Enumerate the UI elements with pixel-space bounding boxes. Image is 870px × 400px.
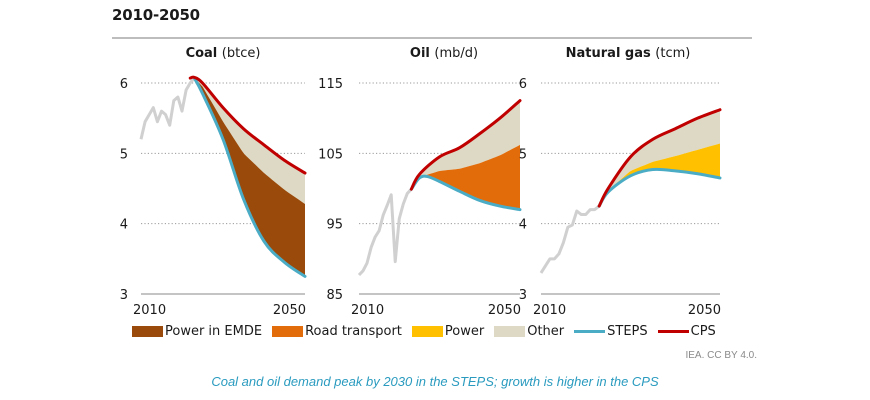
y-tick-label: 3: [519, 288, 527, 303]
legend-swatch: [411, 326, 443, 337]
panel-title-bold: Coal: [186, 46, 222, 61]
area-road-transport: [411, 144, 520, 210]
y-tick-label: 105: [318, 147, 343, 162]
area-power: [599, 143, 720, 207]
historical-line: [357, 188, 413, 277]
x-tick-label: 2010: [133, 303, 166, 318]
cps-line: [188, 75, 307, 175]
figure-title: 2010-2050: [112, 6, 200, 24]
panel-title-bold: Oil: [410, 46, 435, 61]
source-credit: IEA. CC BY 4.0.: [685, 350, 757, 361]
legend-label: Road transport: [305, 324, 402, 339]
x-tick-label: 2010: [351, 303, 384, 318]
legend-swatch: [272, 326, 304, 337]
legend-swatch: [574, 330, 606, 333]
historical-line: [139, 77, 196, 140]
panel-title-unit: (btce): [222, 46, 261, 61]
panel-coal: Coal (btce) 3 4 5 6 2010 2050: [120, 46, 307, 318]
figure-caption: Coal and oil demand peak by 2030 in the …: [211, 374, 659, 389]
area-other: [194, 77, 305, 204]
legend-swatch: [494, 326, 526, 337]
legend-label: Power: [444, 324, 485, 339]
y-tick-label: 4: [519, 218, 527, 233]
panel-title: Coal (btce): [186, 46, 261, 61]
panel-title-unit: (tcm): [655, 46, 690, 61]
x-tick-label: 2050: [688, 303, 721, 318]
legend-label: STEPS: [607, 324, 648, 339]
x-tick-label: 2050: [273, 303, 306, 318]
panel-title-unit: (mb/d): [434, 46, 478, 61]
legend-label: CPS: [690, 324, 716, 339]
y-tick-label: 5: [120, 147, 128, 162]
legend-item-cps: CPS: [657, 324, 716, 339]
x-tick-label: 2050: [488, 303, 521, 318]
steps-line: [597, 167, 722, 208]
legend-item-power: Power: [411, 324, 485, 339]
legend-item-steps: STEPS: [574, 324, 648, 339]
steps-line: [192, 76, 307, 278]
panel-oil: Oil (mb/d) 85 95 105 115 2010 2050: [318, 46, 522, 318]
cps-line: [409, 99, 522, 191]
historical-line: [539, 204, 601, 274]
legend-swatch: [657, 330, 689, 333]
title-rule: [112, 37, 752, 39]
y-tick-label: 85: [326, 288, 343, 303]
legend-label: Power in EMDE: [165, 324, 263, 339]
chart-panels: Coal (btce) 3 4 5 6 2010 2050 Oil (mb/d) 85 95 105…: [120, 46, 722, 318]
legend-item-road-transport: Road transport: [272, 324, 402, 339]
steps-line: [409, 174, 522, 212]
y-tick-label: 6: [519, 77, 527, 92]
y-tick-label: 4: [120, 218, 128, 233]
y-tick-label: 95: [326, 218, 343, 233]
area-other: [599, 109, 720, 207]
panel-title: Oil (mb/d): [410, 46, 478, 61]
legend-item-power-in-emde: Power in EMDE: [132, 324, 262, 339]
y-tick-label: 5: [519, 147, 527, 162]
x-tick-label: 2010: [533, 303, 566, 318]
panel-natural-gas: Natural gas (tcm) 3 4 5 6 2010 2050: [519, 46, 722, 318]
y-tick-label: 115: [318, 77, 343, 92]
legend: Power in EMDE Road transport Power Other STE…: [132, 324, 726, 339]
legend-item-other: Other: [494, 324, 564, 339]
panel-title: Natural gas (tcm): [566, 46, 691, 61]
cps-line: [597, 108, 722, 208]
area-power-in-emde: [194, 78, 305, 277]
y-tick-label: 6: [120, 77, 128, 92]
y-tick-label: 3: [120, 288, 128, 303]
legend-label: Other: [527, 324, 565, 339]
panel-title-bold: Natural gas: [566, 46, 656, 61]
legend-swatch: [132, 326, 163, 337]
